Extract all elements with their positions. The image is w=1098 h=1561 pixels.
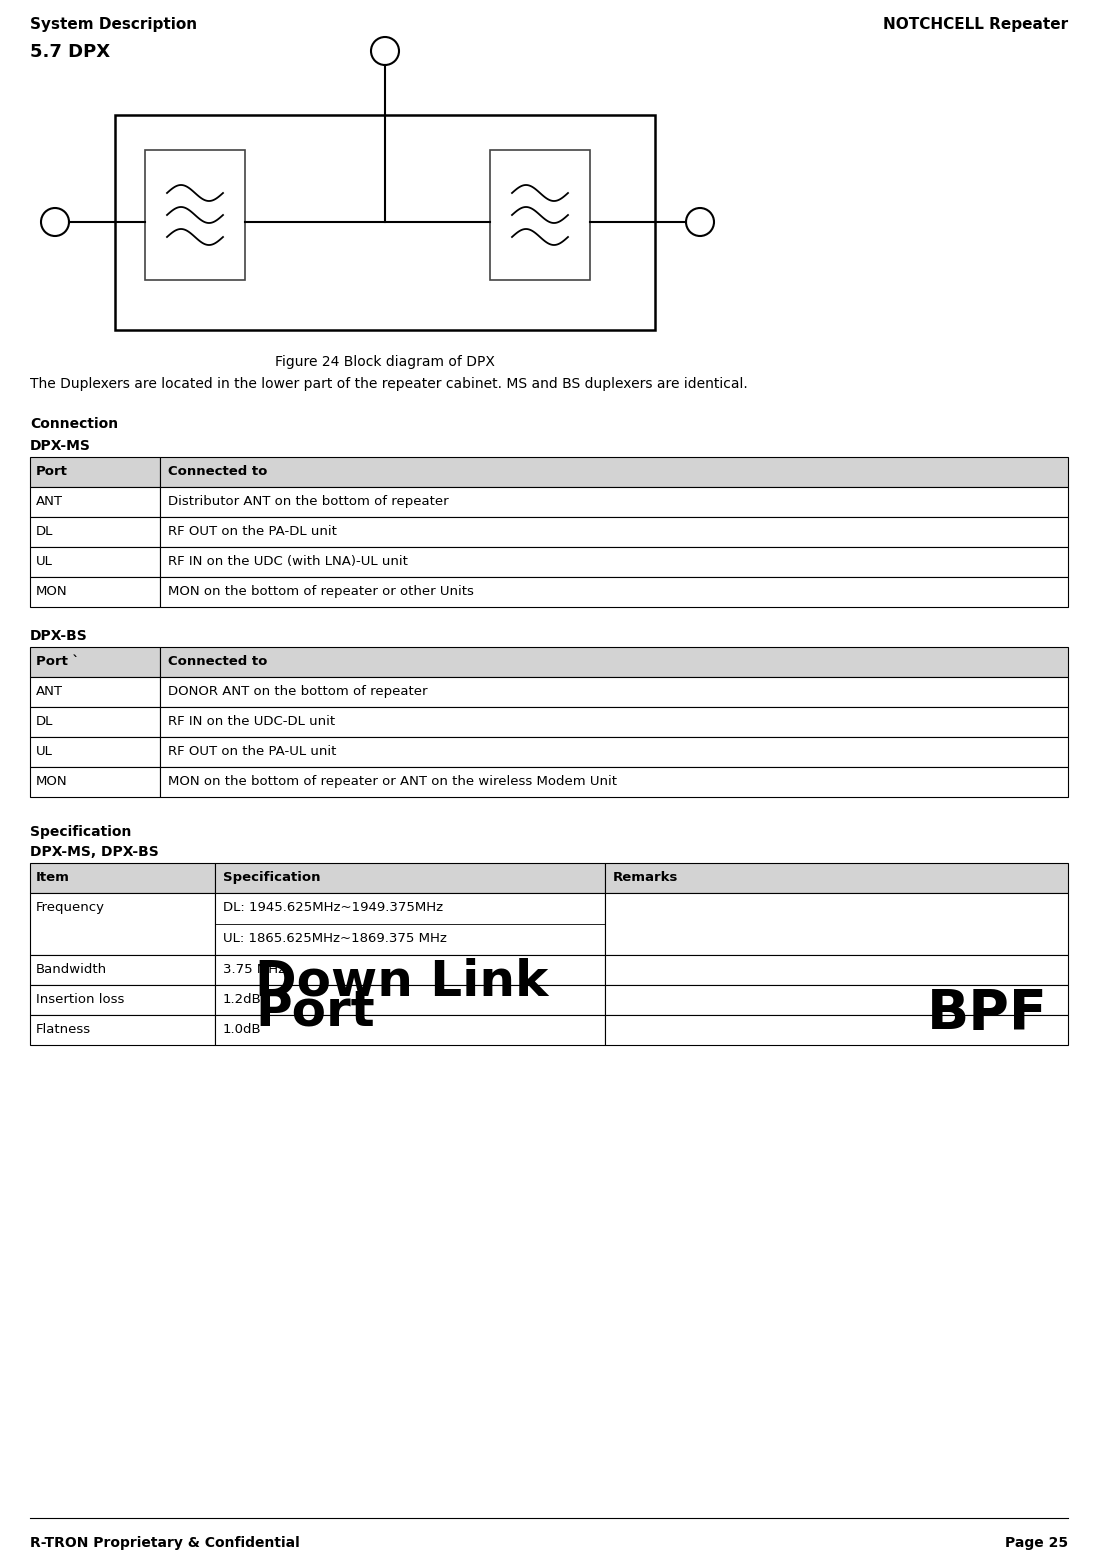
Bar xyxy=(605,863,1068,893)
Text: Specification: Specification xyxy=(30,826,132,838)
Text: UL: UL xyxy=(36,556,53,568)
Bar xyxy=(115,116,656,329)
Bar xyxy=(30,457,160,487)
Text: Connected to: Connected to xyxy=(168,656,268,668)
Text: Insertion loss: Insertion loss xyxy=(36,993,124,1005)
Text: NOTCHCELL Repeater: NOTCHCELL Repeater xyxy=(883,17,1068,31)
Bar xyxy=(30,517,160,546)
Text: 1.2dB: 1.2dB xyxy=(223,993,261,1005)
Text: Item: Item xyxy=(36,871,70,884)
Bar xyxy=(160,707,1068,737)
Text: MON: MON xyxy=(36,774,68,788)
Bar xyxy=(490,150,590,279)
Text: BPF: BPF xyxy=(927,987,1047,1041)
Bar xyxy=(605,893,1068,955)
Bar xyxy=(30,863,215,893)
Text: The Duplexers are located in the lower part of the repeater cabinet. MS and BS d: The Duplexers are located in the lower p… xyxy=(30,378,748,390)
Text: 1.0dB: 1.0dB xyxy=(223,1022,261,1037)
Circle shape xyxy=(686,208,714,236)
Bar xyxy=(160,457,1068,487)
Bar xyxy=(30,893,215,955)
Bar xyxy=(160,578,1068,607)
Text: RF OUT on the PA-UL unit: RF OUT on the PA-UL unit xyxy=(168,745,336,759)
Text: Remarks: Remarks xyxy=(613,871,679,884)
Text: Port: Port xyxy=(36,465,68,478)
Text: DL: DL xyxy=(36,524,54,539)
Bar xyxy=(215,1015,605,1044)
Text: UL: UL xyxy=(36,745,53,759)
Bar xyxy=(30,646,160,677)
Circle shape xyxy=(371,37,399,66)
Bar xyxy=(160,737,1068,766)
Text: Flatness: Flatness xyxy=(36,1022,91,1037)
Text: DPX-MS, DPX-BS: DPX-MS, DPX-BS xyxy=(30,845,159,859)
Text: RF OUT on the PA-DL unit: RF OUT on the PA-DL unit xyxy=(168,524,337,539)
Text: R-TRON Proprietary & Confidential: R-TRON Proprietary & Confidential xyxy=(30,1536,300,1550)
Bar xyxy=(30,1015,215,1044)
Bar xyxy=(160,766,1068,798)
Bar xyxy=(30,578,160,607)
Text: DPX-BS: DPX-BS xyxy=(30,629,88,643)
Bar xyxy=(160,546,1068,578)
Text: RF IN on the UDC-DL unit: RF IN on the UDC-DL unit xyxy=(168,715,335,727)
Bar xyxy=(30,985,215,1015)
Text: Connection: Connection xyxy=(30,417,119,431)
Bar xyxy=(160,677,1068,707)
Text: MON on the bottom of repeater or other Units: MON on the bottom of repeater or other U… xyxy=(168,585,474,598)
Bar xyxy=(30,737,160,766)
Text: RF IN on the UDC (with LNA)-UL unit: RF IN on the UDC (with LNA)-UL unit xyxy=(168,556,407,568)
Bar xyxy=(30,766,160,798)
Text: ANT: ANT xyxy=(36,495,63,507)
Text: Port: Port xyxy=(255,987,374,1035)
Text: Distributor ANT on the bottom of repeater: Distributor ANT on the bottom of repeate… xyxy=(168,495,449,507)
Text: 3.75 MHz: 3.75 MHz xyxy=(223,963,285,976)
Bar xyxy=(215,863,605,893)
Text: Down Link: Down Link xyxy=(255,957,548,1005)
Bar xyxy=(605,985,1068,1015)
Bar xyxy=(30,487,160,517)
Bar xyxy=(30,707,160,737)
Text: MON: MON xyxy=(36,585,68,598)
Text: Frequency: Frequency xyxy=(36,901,105,915)
Bar xyxy=(30,546,160,578)
Bar xyxy=(215,985,605,1015)
Bar xyxy=(605,955,1068,985)
Text: System Description: System Description xyxy=(30,17,198,31)
Text: DL: DL xyxy=(36,715,54,727)
Text: DL: 1945.625MHz~1949.375MHz: DL: 1945.625MHz~1949.375MHz xyxy=(223,901,444,915)
Bar xyxy=(30,677,160,707)
Text: DPX-MS: DPX-MS xyxy=(30,439,91,453)
Text: Specification: Specification xyxy=(223,871,321,884)
Text: Figure 24 Block diagram of DPX: Figure 24 Block diagram of DPX xyxy=(276,354,495,368)
Bar xyxy=(215,893,605,955)
Bar xyxy=(160,517,1068,546)
Bar xyxy=(160,487,1068,517)
Bar xyxy=(215,955,605,985)
Circle shape xyxy=(41,208,69,236)
Text: DONOR ANT on the bottom of repeater: DONOR ANT on the bottom of repeater xyxy=(168,685,427,698)
Text: Connected to: Connected to xyxy=(168,465,268,478)
Text: Bandwidth: Bandwidth xyxy=(36,963,108,976)
Text: 5.7 DPX: 5.7 DPX xyxy=(30,44,110,61)
Text: ANT: ANT xyxy=(36,685,63,698)
Bar xyxy=(160,646,1068,677)
Bar xyxy=(605,1015,1068,1044)
Text: Page 25: Page 25 xyxy=(1005,1536,1068,1550)
Text: UL: 1865.625MHz~1869.375 MHz: UL: 1865.625MHz~1869.375 MHz xyxy=(223,932,447,944)
Bar xyxy=(30,955,215,985)
Text: Port `: Port ` xyxy=(36,656,79,668)
Bar xyxy=(145,150,245,279)
Text: MON on the bottom of repeater or ANT on the wireless Modem Unit: MON on the bottom of repeater or ANT on … xyxy=(168,774,617,788)
